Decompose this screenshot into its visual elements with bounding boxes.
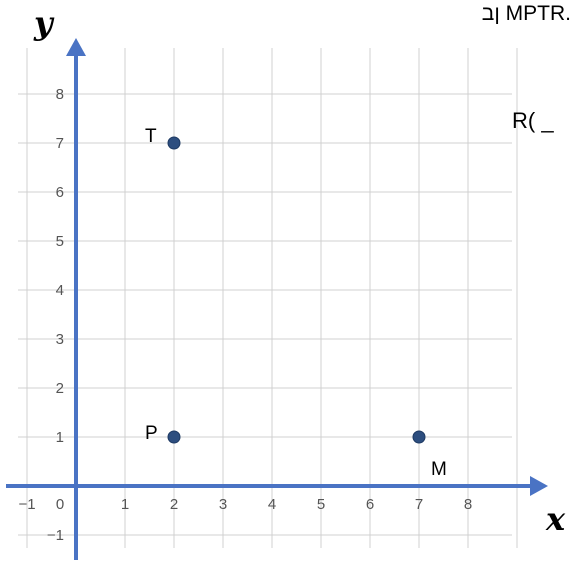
y-tick-label: 7 bbox=[56, 135, 64, 152]
y-tick-label: 6 bbox=[56, 184, 64, 201]
x-tick-label: −1 bbox=[18, 496, 35, 513]
x-axis-arrow bbox=[530, 476, 548, 496]
y-tick-label: 4 bbox=[56, 282, 64, 299]
x-tick-label: 6 bbox=[366, 496, 374, 513]
point-t bbox=[167, 136, 181, 150]
y-axis-label: y bbox=[33, 4, 55, 42]
point-label-p: P bbox=[145, 423, 158, 444]
x-tick-label: 5 bbox=[317, 496, 325, 513]
y-axis-arrow bbox=[66, 38, 86, 56]
point-p bbox=[167, 430, 181, 444]
x-tick-label: 7 bbox=[415, 496, 423, 513]
x-tick-label: 8 bbox=[464, 496, 472, 513]
tick-labels: −1 0 1 2 3 4 5 6 7 8 −1 1 2 3 4 5 6 7 8 bbox=[18, 86, 472, 544]
x-tick-label: 0 bbox=[56, 496, 64, 513]
x-tick-label: 1 bbox=[121, 496, 129, 513]
data-points: T P M bbox=[145, 126, 447, 480]
y-tick-label: 2 bbox=[56, 380, 64, 397]
point-label-m: M bbox=[431, 459, 447, 480]
x-tick-label: 2 bbox=[170, 496, 178, 513]
r-coordinate-prompt: R( _ bbox=[512, 108, 554, 133]
point-m bbox=[412, 430, 426, 444]
x-tick-label: 4 bbox=[268, 496, 276, 513]
y-tick-label: 1 bbox=[56, 429, 64, 446]
y-tick-label: −1 bbox=[47, 527, 64, 544]
axes: xy bbox=[6, 4, 566, 560]
x-axis-label: x bbox=[545, 500, 566, 538]
y-tick-label: 3 bbox=[56, 331, 64, 348]
y-tick-label: 5 bbox=[56, 233, 64, 250]
x-tick-label: 3 bbox=[219, 496, 227, 513]
instruction-text-fragment: .MPTR ןב bbox=[481, 2, 571, 25]
point-label-t: T bbox=[145, 126, 157, 147]
y-tick-label: 8 bbox=[56, 86, 64, 103]
